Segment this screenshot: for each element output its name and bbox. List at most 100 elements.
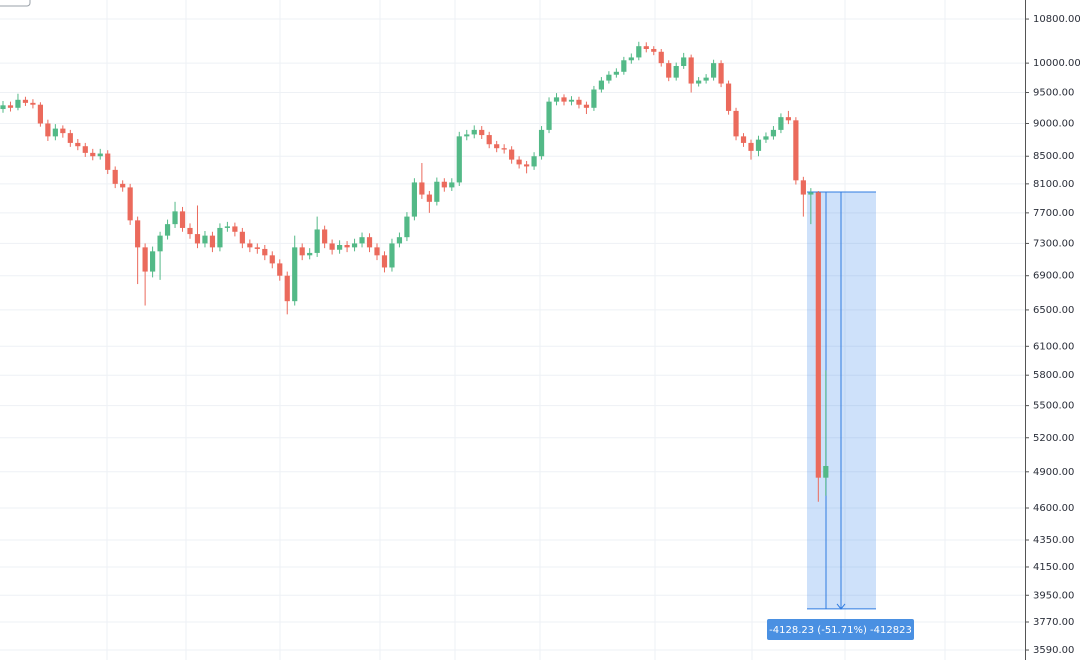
- candle-body: [815, 192, 821, 478]
- candle-body: [808, 192, 814, 195]
- candle-body: [681, 57, 687, 67]
- candle-body: [441, 181, 447, 188]
- candle-body: [404, 216, 410, 238]
- candle-body: [411, 182, 417, 217]
- candle-body: [449, 182, 455, 188]
- candle-body: [718, 63, 724, 84]
- candle-body: [666, 63, 672, 78]
- y-tick-label: 5200.00: [1033, 433, 1074, 444]
- candle-body: [314, 229, 320, 253]
- candle-body: [157, 235, 163, 252]
- candle-body: [299, 247, 305, 256]
- candle-body: [322, 229, 328, 244]
- candle-body: [531, 156, 537, 167]
- candle-body: [524, 164, 530, 167]
- candle-body: [778, 117, 784, 130]
- candle-body: [464, 134, 470, 137]
- candle-body: [381, 255, 388, 268]
- y-tick-label: 6500.00: [1033, 305, 1074, 316]
- candle-body: [172, 211, 178, 225]
- candle-body: [150, 251, 156, 272]
- candle-body: [800, 180, 806, 195]
- candle-body: [606, 74, 612, 81]
- candle-body: [351, 243, 358, 248]
- candle-body: [22, 99, 29, 103]
- candle-body: [696, 80, 702, 84]
- candle-body: [658, 51, 664, 64]
- candle-body: [651, 48, 657, 52]
- y-tick-label: 7700.00: [1033, 208, 1074, 219]
- candle-body: [269, 255, 275, 264]
- candle-body: [456, 136, 462, 183]
- y-tick-label: 3590.00: [1033, 645, 1074, 656]
- candle-body: [224, 226, 230, 228]
- candle-body: [793, 120, 799, 181]
- y-tick-label: 7300.00: [1033, 238, 1074, 249]
- candle-body: [187, 227, 193, 235]
- candle-body: [82, 146, 88, 153]
- y-tick-label: 9500.00: [1033, 88, 1074, 99]
- y-tick-label: 4350.00: [1033, 535, 1074, 546]
- candle-body: [516, 159, 522, 165]
- candle-body: [740, 136, 747, 143]
- y-tick-label: 4150.00: [1033, 562, 1074, 573]
- candle-body: [389, 243, 395, 268]
- y-tick-label: 5800.00: [1033, 370, 1074, 381]
- candle-body: [546, 101, 552, 130]
- candle-body: [486, 135, 492, 145]
- y-tick-label: 4900.00: [1033, 467, 1074, 478]
- candle-body: [105, 153, 111, 170]
- y-tick-label: 6900.00: [1033, 271, 1074, 282]
- candle-body: [7, 105, 14, 108]
- candle-body: [45, 123, 51, 137]
- candle-body: [329, 243, 335, 250]
- candle-body: [67, 133, 73, 143]
- candle-body: [202, 235, 208, 244]
- candle-body: [561, 97, 567, 102]
- candle-body: [90, 152, 96, 157]
- toolbar-button[interactable]: [0, 0, 31, 7]
- y-tick-label: 8500.00: [1033, 151, 1074, 162]
- candle-body: [419, 182, 425, 195]
- candle-body: [179, 211, 186, 228]
- candle-body: [37, 104, 43, 124]
- measure-arrowhead: [836, 603, 846, 610]
- candle-body: [284, 275, 290, 302]
- candle-body: [763, 136, 769, 140]
- y-tick-label: 5500.00: [1033, 401, 1074, 412]
- candle-body: [643, 46, 649, 49]
- y-tick-label: 4600.00: [1033, 503, 1074, 514]
- candle-body: [598, 80, 604, 90]
- y-tick-label: 3770.00: [1033, 617, 1074, 628]
- candle-body: [217, 227, 223, 248]
- candle-body: [509, 149, 515, 160]
- candle-body: [538, 129, 545, 157]
- y-tick-label: 10800.00: [1033, 14, 1080, 25]
- candle-body: [636, 46, 642, 58]
- candle-body: [30, 102, 36, 105]
- candle-body: [60, 128, 66, 134]
- candle-body: [239, 231, 245, 244]
- candle-body: [97, 153, 103, 157]
- candle-body: [307, 252, 313, 256]
- candle-body: [344, 244, 350, 248]
- candle-body: [494, 144, 500, 149]
- candle-body: [194, 234, 201, 244]
- candle-body: [292, 247, 298, 302]
- candle-body: [254, 247, 260, 249]
- candle-body: [748, 142, 754, 151]
- candle-body: [426, 194, 432, 202]
- candle-body: [823, 465, 829, 478]
- measure-label: -4128.23 (-51.71%) -412823: [769, 625, 912, 636]
- candle-body: [0, 105, 6, 110]
- candle-body: [112, 169, 118, 184]
- candle-body: [733, 110, 739, 137]
- candle-body: [396, 237, 403, 244]
- y-tick-label: 3950.00: [1033, 590, 1074, 601]
- y-tick-label: 10000.00: [1033, 58, 1080, 69]
- candle-body: [755, 139, 762, 151]
- candle-body: [247, 243, 253, 248]
- candle-body: [703, 77, 709, 81]
- candle-body: [725, 83, 732, 111]
